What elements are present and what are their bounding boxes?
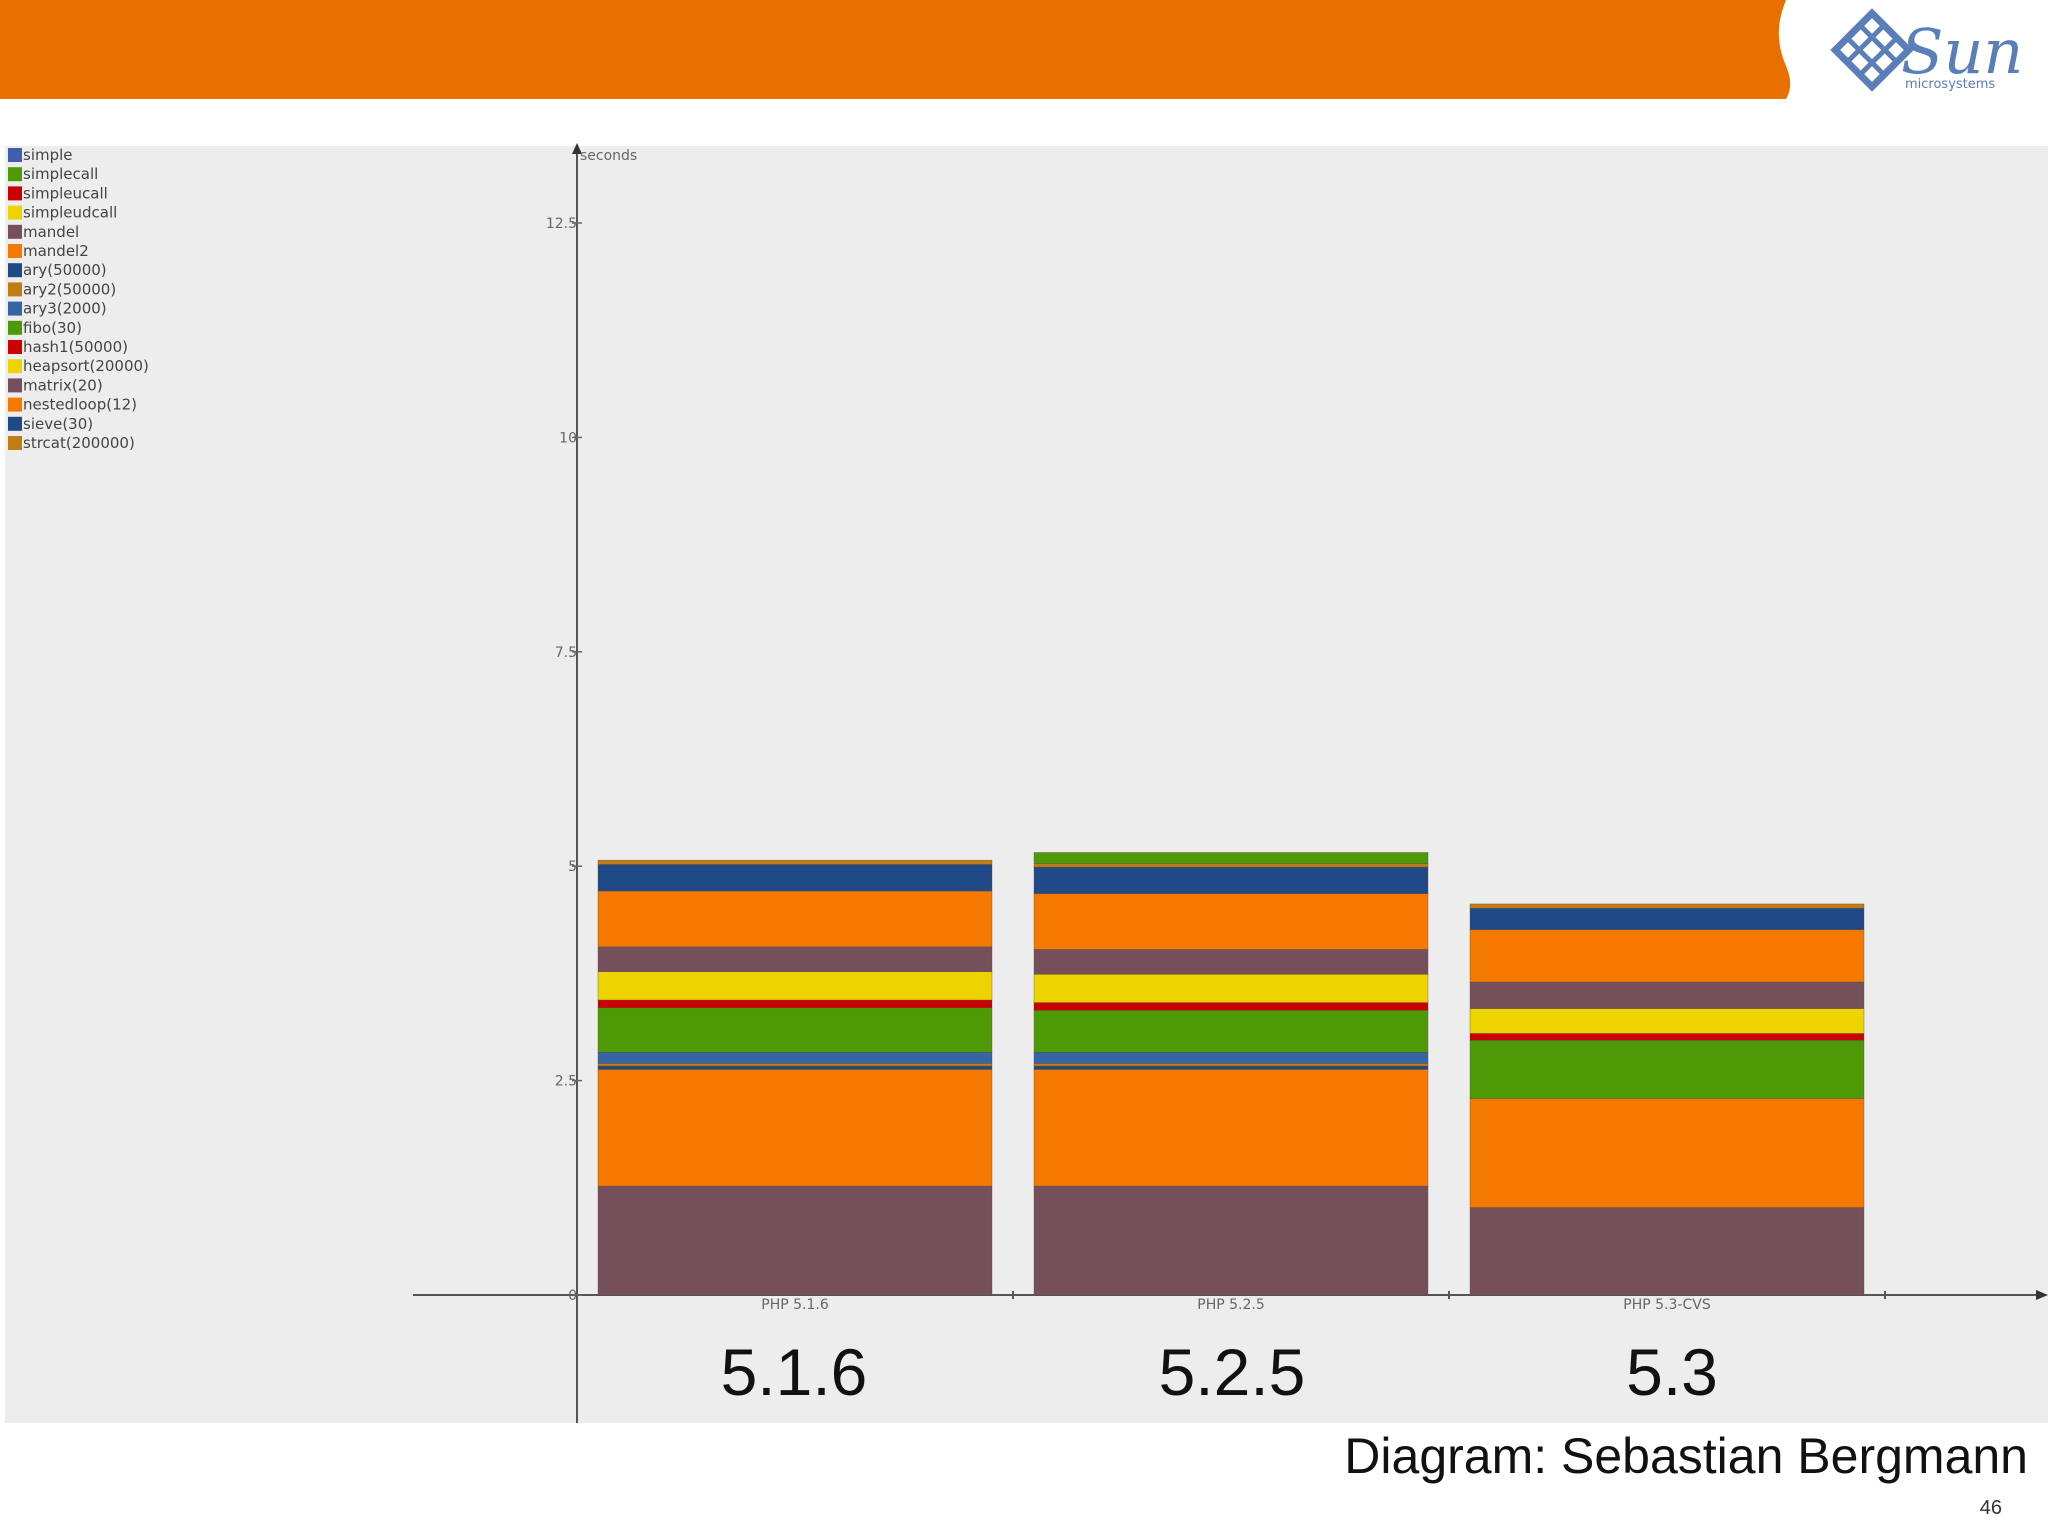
legend-label: hash1(50000) <box>23 338 128 356</box>
bar-segment <box>597 890 993 948</box>
legend-swatch <box>8 224 22 239</box>
legend-label: ary3(2000) <box>23 300 107 318</box>
x-category-label: PHP 5.3-CVS <box>1623 1297 1711 1313</box>
legend-label: simple <box>23 146 73 164</box>
sun-logo: Sun microsystems <box>1830 8 2023 92</box>
stacked-bars <box>597 852 1865 1296</box>
x-axis-arrow <box>2036 1290 2048 1300</box>
legend-swatch <box>8 167 22 182</box>
bar-segment <box>597 864 993 892</box>
bar-segment <box>1033 1063 1429 1067</box>
legend-swatch <box>8 301 22 316</box>
page-number: 46 <box>1980 1497 2002 1519</box>
legend-swatch <box>8 397 22 412</box>
bar-segment <box>597 1051 993 1064</box>
version-label-3: 5.3 <box>1626 1335 1718 1409</box>
bar-segment <box>1033 893 1429 950</box>
y-axis-ticks: 0 2.5 5 7.5 10 12.5 <box>546 216 582 1304</box>
bar-segment <box>1469 929 1865 983</box>
legend-label: ary(50000) <box>23 261 107 279</box>
bar-segment <box>597 999 993 1009</box>
legend-swatch <box>8 205 22 220</box>
legend-label: strcat(200000) <box>23 434 135 452</box>
legend-swatch <box>8 359 22 374</box>
legend-swatch <box>8 263 22 278</box>
bar-segment <box>1469 1033 1865 1041</box>
legend-swatch <box>8 148 22 162</box>
y-axis-label: seconds <box>580 148 637 164</box>
legend-swatch <box>8 186 22 201</box>
legend-label: simpleucall <box>23 184 108 202</box>
bar-segment <box>1033 866 1429 894</box>
y-tick-label: 12.5 <box>546 216 577 232</box>
legend-label: mandel <box>23 223 79 241</box>
y-tick-label: 10 <box>559 430 577 446</box>
bar-segment <box>1469 1039 1865 1099</box>
diagram-credit: Diagram: Sebastian Bergmann <box>1344 1428 2028 1484</box>
bar-segment <box>597 1185 993 1296</box>
legend-swatch <box>8 282 22 297</box>
bar-segment <box>597 1069 993 1187</box>
legend-swatch <box>8 244 22 258</box>
bar-segment <box>597 1007 993 1053</box>
bar-segment <box>1469 1207 1865 1296</box>
sun-logo-icon <box>1830 8 1914 92</box>
y-tick-label: 0 <box>568 1288 577 1304</box>
legend-swatch <box>8 320 22 335</box>
header-band <box>0 0 1791 99</box>
legend-swatch <box>8 378 22 393</box>
legend-swatch <box>8 340 22 354</box>
legend-label: mandel2 <box>23 242 89 260</box>
legend-swatch <box>8 436 22 450</box>
bar-segment <box>1033 1009 1429 1053</box>
x-category-label: PHP 5.1.6 <box>761 1297 829 1313</box>
legend-label: nestedloop(12) <box>23 396 137 414</box>
x-category-label: PHP 5.2.5 <box>1197 1297 1264 1313</box>
bar-segment <box>1469 907 1865 930</box>
sun-logo-subtitle: microsystems <box>1905 77 1995 92</box>
bar-segment <box>1033 1002 1429 1011</box>
bar-segment <box>1033 949 1429 975</box>
legend-label: ary2(50000) <box>23 280 116 298</box>
y-tick-label: 5 <box>568 859 577 875</box>
version-label-1: 5.1.6 <box>721 1335 868 1409</box>
legend-label: sieve(30) <box>23 415 93 433</box>
y-axis-arrow <box>572 143 582 154</box>
y-tick-label: 7.5 <box>555 645 577 661</box>
version-label-2: 5.2.5 <box>1159 1335 1306 1409</box>
bar-segment <box>597 859 993 865</box>
legend-label: fibo(30) <box>23 319 82 337</box>
bar-segment <box>1469 1008 1865 1034</box>
bar-segment <box>1469 981 1865 1009</box>
bar-segment <box>1033 863 1429 868</box>
bar-segment <box>1469 903 1865 909</box>
bar-segment <box>1033 973 1429 1003</box>
chart-legend: simplesimplecallsimpleucallsimpleudcallm… <box>8 146 149 452</box>
legend-label: simpleudcall <box>23 204 117 222</box>
bar-segment <box>1033 1065 1429 1070</box>
bar-segment <box>1033 1069 1429 1187</box>
legend-label: matrix(20) <box>23 376 103 394</box>
bar-segment <box>597 1065 993 1070</box>
bar-segment <box>597 971 993 1001</box>
bar-segment <box>1033 1051 1429 1064</box>
legend-swatch <box>8 416 22 431</box>
y-tick-label: 2.5 <box>555 1074 577 1090</box>
bar-segment <box>1469 1098 1865 1208</box>
bar-segment <box>1033 852 1429 864</box>
legend-label: simplecall <box>23 165 98 183</box>
x-axis-labels: PHP 5.1.6 PHP 5.2.5 PHP 5.3-CVS <box>761 1297 1711 1313</box>
bar-segment <box>1033 1185 1429 1296</box>
bar-segment <box>597 946 993 972</box>
legend-label: heapsort(20000) <box>23 357 149 375</box>
sun-logo-wordmark: Sun <box>1901 15 2023 88</box>
bar-segment <box>597 1063 993 1067</box>
